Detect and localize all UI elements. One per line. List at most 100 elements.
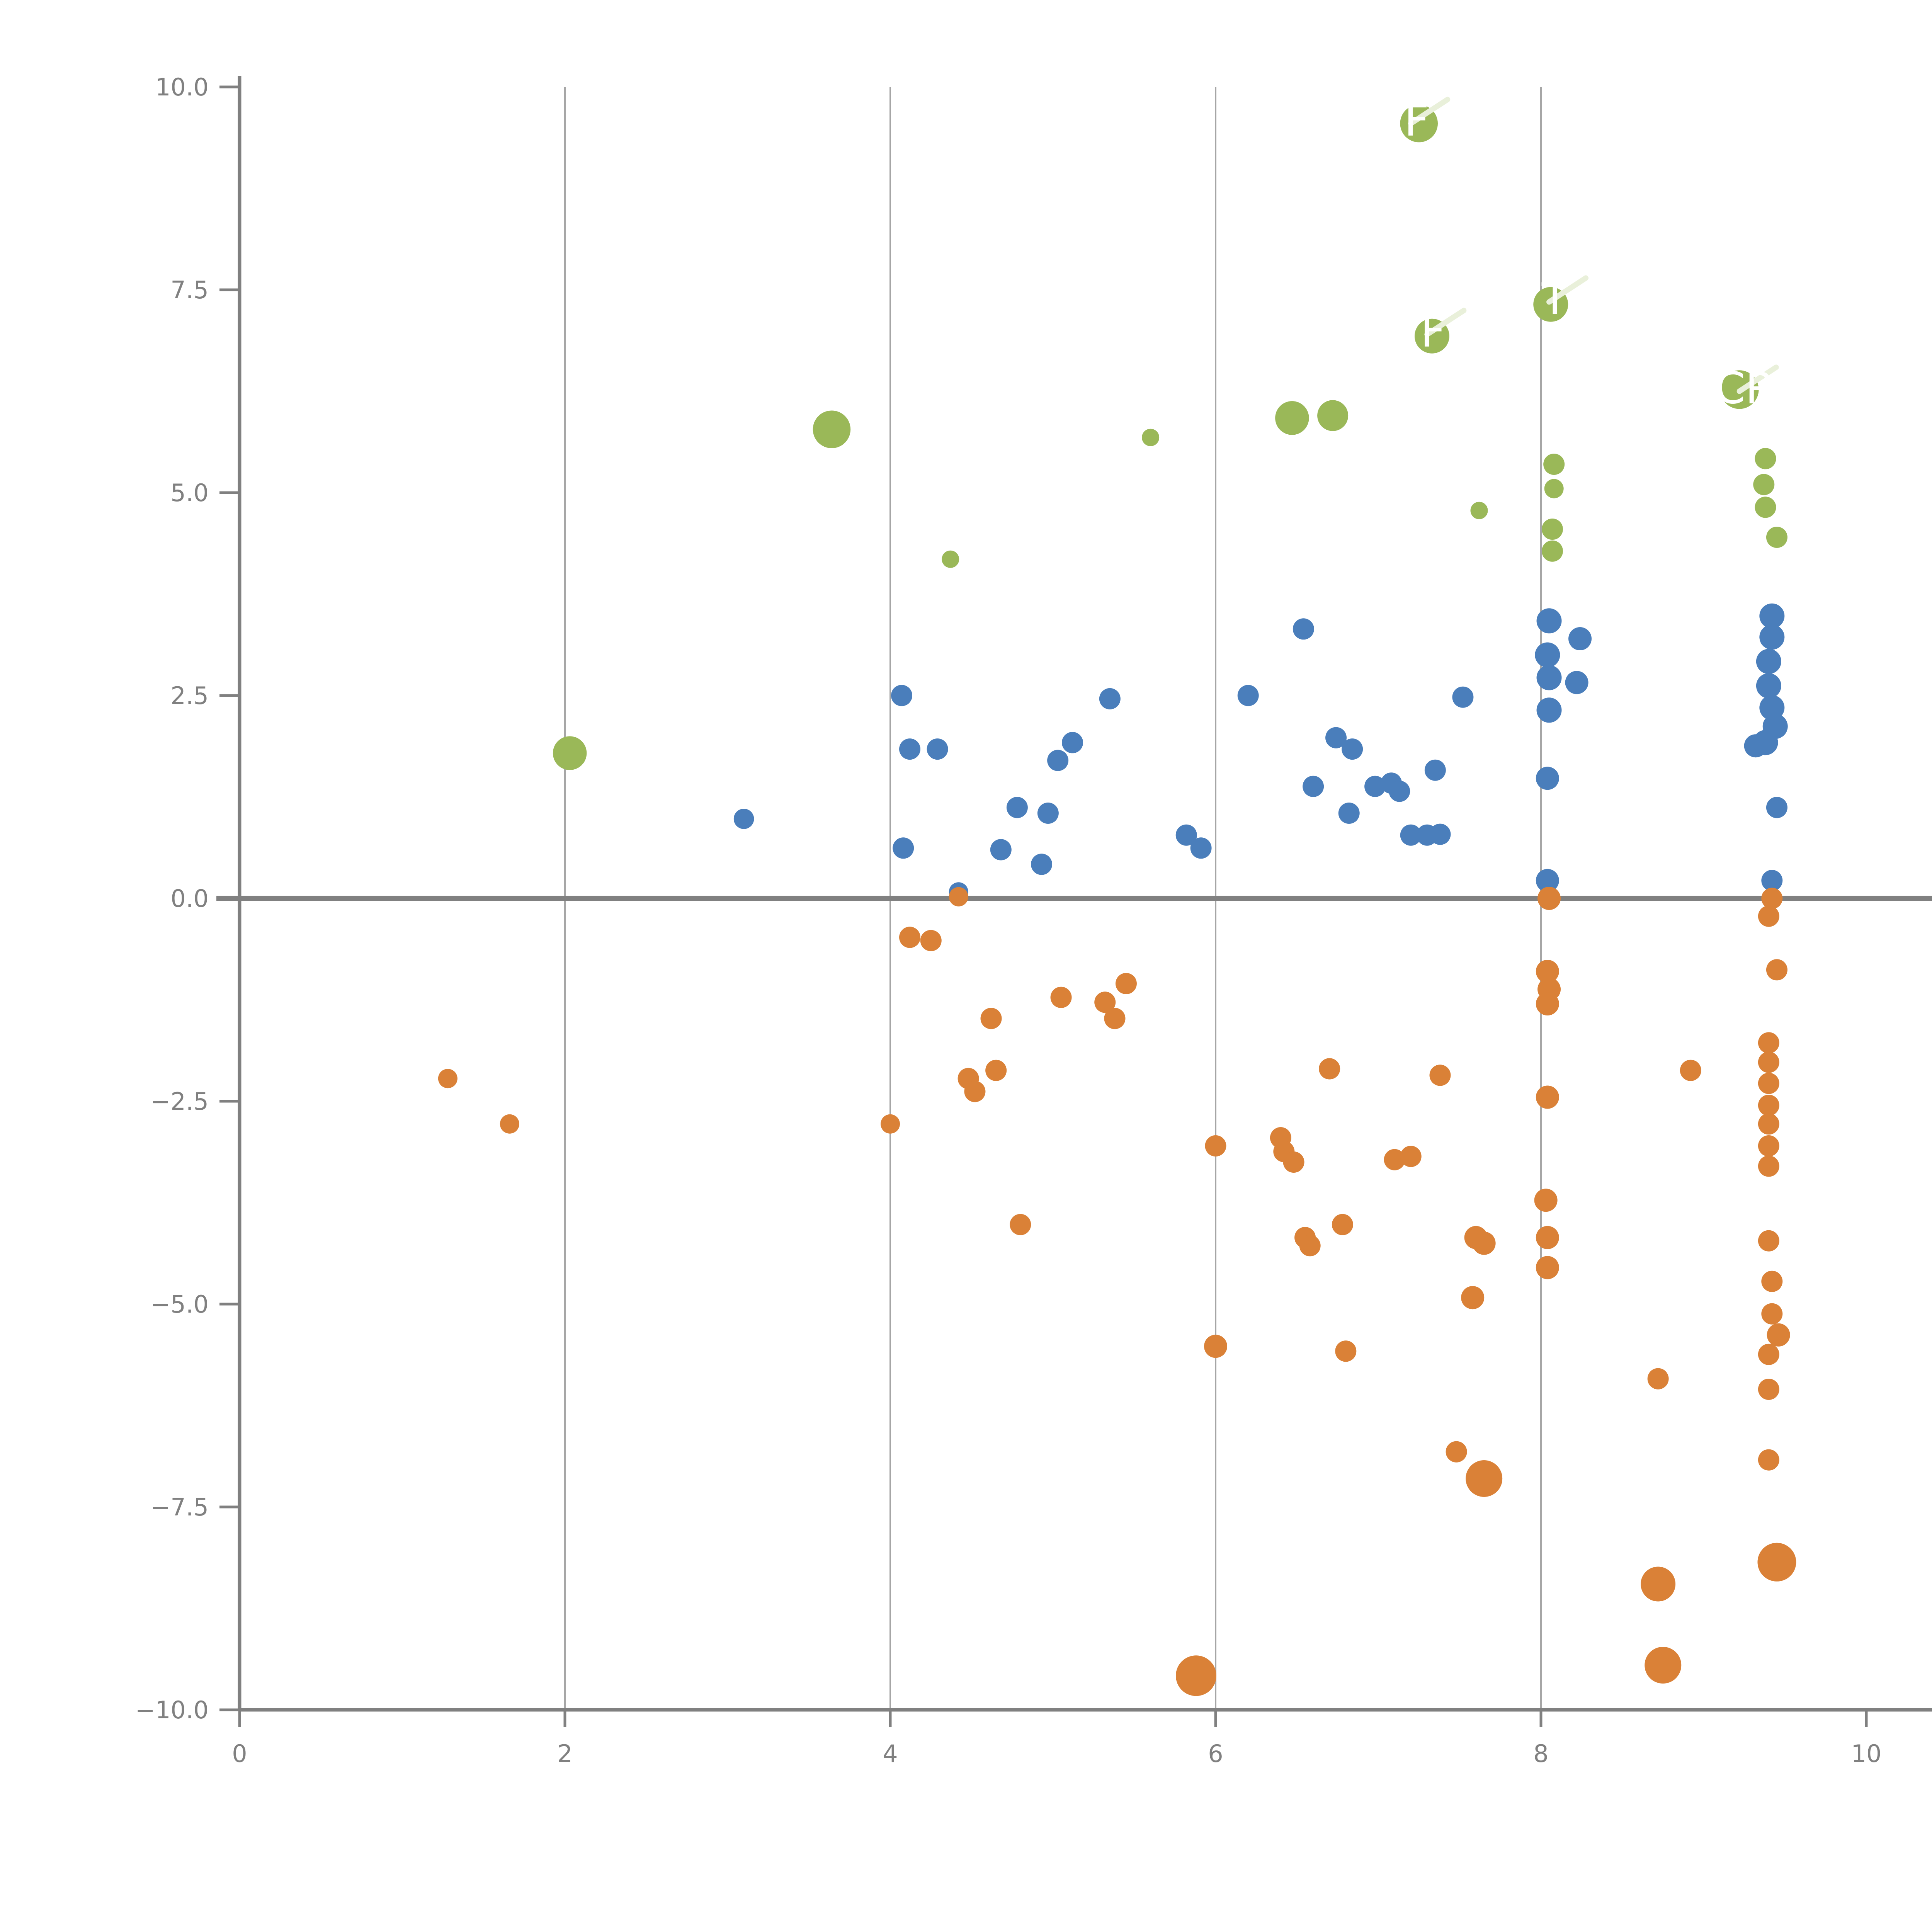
- data-point[interactable]: [985, 1060, 1007, 1081]
- data-point[interactable]: [1536, 960, 1559, 983]
- data-point[interactable]: [899, 738, 921, 760]
- data-point[interactable]: [1342, 738, 1363, 760]
- data-point[interactable]: [1753, 474, 1775, 495]
- data-point[interactable]: [964, 1081, 986, 1102]
- data-point[interactable]: [1759, 695, 1785, 720]
- data-point[interactable]: [1756, 649, 1781, 674]
- data-point[interactable]: [553, 736, 587, 770]
- data-point[interactable]: [1317, 400, 1349, 431]
- data-point[interactable]: [1758, 1051, 1779, 1073]
- data-point[interactable]: [1142, 429, 1160, 446]
- data-point[interactable]: [1466, 1460, 1503, 1497]
- data-point[interactable]: [1647, 1368, 1669, 1389]
- series-blue[interactable]: [733, 603, 1788, 902]
- data-point[interactable]: [500, 1114, 519, 1134]
- data-point[interactable]: [1335, 1340, 1357, 1362]
- data-point[interactable]: [1237, 685, 1259, 706]
- data-point[interactable]: [1534, 1189, 1558, 1212]
- data-point[interactable]: [1332, 1214, 1353, 1235]
- series-orange[interactable]: [438, 887, 1796, 1696]
- data-point[interactable]: [1536, 608, 1562, 634]
- data-point[interactable]: [1758, 1135, 1779, 1156]
- data-point[interactable]: [1275, 401, 1309, 435]
- data-point[interactable]: [1758, 1379, 1779, 1400]
- data-point[interactable]: [1680, 1060, 1701, 1081]
- data-point[interactable]: [949, 887, 968, 906]
- data-point[interactable]: [893, 837, 914, 859]
- data-point[interactable]: [1429, 823, 1451, 845]
- data-point[interactable]: [1761, 1270, 1783, 1292]
- data-point[interactable]: [942, 550, 959, 568]
- data-point[interactable]: [1010, 1214, 1031, 1235]
- data-point[interactable]: [1543, 454, 1565, 475]
- data-point[interactable]: [891, 685, 912, 706]
- data-point[interactable]: [1446, 1441, 1467, 1463]
- data-point[interactable]: [1400, 1146, 1422, 1167]
- data-point[interactable]: [1050, 986, 1072, 1008]
- data-point[interactable]: [1767, 1323, 1790, 1347]
- data-point[interactable]: [1037, 803, 1059, 824]
- data-point[interactable]: [1536, 992, 1559, 1015]
- data-point[interactable]: [1452, 686, 1474, 708]
- data-point[interactable]: [1536, 1226, 1559, 1249]
- data-point[interactable]: [1761, 870, 1783, 891]
- data-point[interactable]: [1536, 767, 1559, 790]
- data-point[interactable]: [1303, 776, 1324, 797]
- data-point[interactable]: [1094, 992, 1116, 1013]
- data-point[interactable]: [1175, 824, 1197, 846]
- data-point[interactable]: [1536, 665, 1562, 690]
- data-point[interactable]: [881, 1114, 900, 1134]
- data-point[interactable]: [1536, 1085, 1559, 1109]
- data-point[interactable]: [1641, 1566, 1676, 1602]
- data-point[interactable]: [1758, 1113, 1779, 1135]
- data-point[interactable]: [1544, 479, 1564, 498]
- data-point[interactable]: [1645, 1647, 1682, 1684]
- data-point[interactable]: [1006, 797, 1028, 818]
- data-point[interactable]: [920, 930, 942, 951]
- data-point[interactable]: [733, 808, 754, 829]
- data-point[interactable]: [1755, 497, 1776, 518]
- data-point[interactable]: [1753, 730, 1778, 755]
- data-point[interactable]: [1541, 519, 1563, 540]
- data-point[interactable]: [1758, 1095, 1779, 1116]
- data-point[interactable]: [1293, 618, 1314, 640]
- data-point[interactable]: [1190, 837, 1212, 859]
- data-point[interactable]: [1766, 527, 1787, 548]
- data-point[interactable]: [1062, 732, 1083, 753]
- data-point[interactable]: [1047, 750, 1069, 771]
- data-point[interactable]: [1205, 1135, 1226, 1156]
- data-point[interactable]: [1536, 1256, 1559, 1279]
- data-point[interactable]: [980, 1008, 1002, 1029]
- data-point[interactable]: [1766, 797, 1787, 818]
- data-point[interactable]: [1759, 624, 1785, 650]
- data-point[interactable]: [1565, 671, 1588, 694]
- data-point[interactable]: [1758, 905, 1779, 927]
- data-point[interactable]: [1325, 727, 1347, 748]
- data-point[interactable]: [1758, 1032, 1779, 1054]
- data-point[interactable]: [1283, 1151, 1304, 1173]
- data-point[interactable]: [1758, 1230, 1779, 1252]
- data-point[interactable]: [1319, 1058, 1340, 1080]
- data-point[interactable]: [1536, 697, 1562, 723]
- data-point[interactable]: [1758, 1449, 1779, 1471]
- data-points-group[interactable]: [438, 104, 1796, 1696]
- data-point[interactable]: [1364, 776, 1386, 797]
- data-point[interactable]: [1755, 448, 1776, 469]
- data-point[interactable]: [813, 410, 851, 448]
- data-point[interactable]: [1758, 1073, 1779, 1094]
- data-point[interactable]: [1299, 1235, 1321, 1257]
- data-point[interactable]: [1424, 759, 1446, 781]
- data-point[interactable]: [1104, 1008, 1126, 1029]
- data-point[interactable]: [1175, 1655, 1216, 1696]
- data-point[interactable]: [1541, 540, 1563, 562]
- data-point[interactable]: [899, 927, 921, 948]
- data-point[interactable]: [1756, 673, 1781, 699]
- data-point[interactable]: [1472, 1231, 1496, 1255]
- data-point[interactable]: [1031, 854, 1053, 875]
- data-point[interactable]: [1757, 1543, 1796, 1582]
- data-point[interactable]: [1115, 973, 1137, 994]
- data-point[interactable]: [1099, 688, 1121, 709]
- data-point[interactable]: [1568, 627, 1592, 650]
- data-point[interactable]: [1536, 869, 1559, 892]
